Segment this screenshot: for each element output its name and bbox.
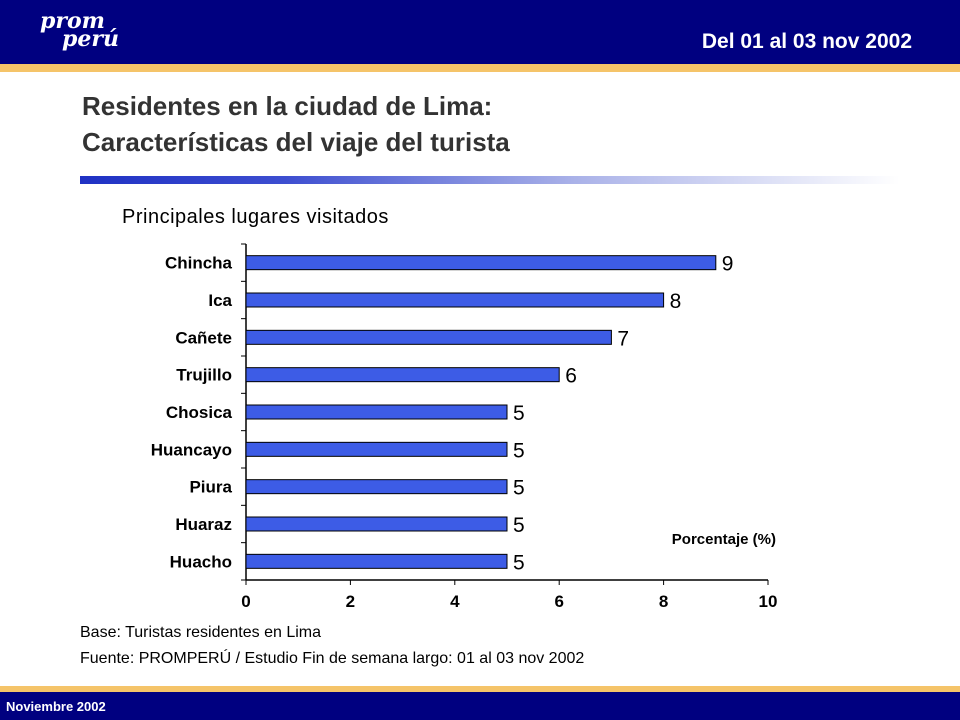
bar-huacho [245,553,508,569]
data-label: 5 [513,514,525,537]
promperu-logo: prom perú [36,6,146,56]
page-title-line2: Características del viaje del turista [82,127,510,157]
category-label: Huancayo [151,440,232,459]
x-tick-label: 2 [346,592,355,611]
data-label: 5 [513,551,525,574]
chart-svg: Chincha 9 Ica 8 Cañete 7 Trujillo 6 Chosica 5 Huan… [151,243,778,611]
footer-accent-stripe [0,686,960,692]
category-label: Chincha [165,254,233,273]
bar-chincha [245,255,717,271]
x-tick-label: 10 [759,592,778,611]
page-title: Residentes en la ciudad de Lima: Caracte… [82,88,882,160]
data-label: 7 [617,327,629,350]
footer-bar: Noviembre 2002 [0,692,960,720]
x-tick-label: 0 [241,592,250,611]
data-label: 5 [513,439,525,462]
note-base: Base: Turistas residentes en Lima [80,624,322,641]
footer-date: Noviembre 2002 [6,699,106,714]
data-label: 5 [513,402,525,425]
page-title-line1: Residentes en la ciudad de Lima: [82,91,493,121]
x-tick-label: 8 [659,592,668,611]
bar-piura [245,479,508,495]
bar-huancayo [245,441,508,457]
title-divider [80,176,900,184]
category-label: Huacho [170,552,232,571]
bar-cañete [245,329,612,345]
category-label: Trujillo [176,366,232,385]
data-label: 5 [513,477,525,500]
date-range: Del 01 al 03 nov 2002 [701,30,912,53]
category-label: Cañete [175,328,232,347]
notes: Base: Turistas residentes en Lima Fuente… [80,620,900,672]
logo-text-prom: prom [40,8,105,34]
note-source: Fuente: PROMPERÚ / Estudio Fin de semana… [80,650,585,667]
header-bar: prom perú Del 01 al 03 nov 2002 [0,0,960,64]
category-label: Chosica [166,403,233,422]
bar-trujillo [245,367,560,383]
bar-chart: Principales lugares visitados Chincha 9 Ic… [100,196,800,616]
category-label: Huaraz [175,515,232,534]
category-label: Ica [208,291,232,310]
x-tick-label: 4 [450,592,460,611]
category-label: Piura [189,478,232,497]
x-axis-title: Porcentaje (%) [672,531,776,548]
header-accent-stripe [0,64,960,72]
logo-text-peru: perú [62,26,119,52]
bar-ica [245,292,665,308]
data-label: 8 [670,290,682,313]
x-tick-label: 6 [554,592,563,611]
data-label: 9 [722,253,734,276]
bar-huaraz [245,516,508,532]
bar-chosica [245,404,508,420]
data-label: 6 [565,365,577,388]
chart-title: Principales lugares visitados [122,206,389,228]
